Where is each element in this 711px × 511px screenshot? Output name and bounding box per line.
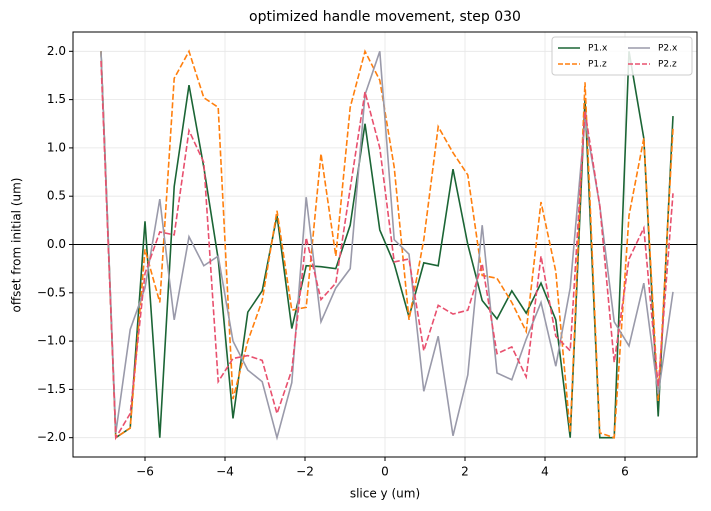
x-axis-label: slice y (um) xyxy=(350,487,420,501)
x-tick-label: 0 xyxy=(381,465,389,479)
plot-frame xyxy=(72,31,698,458)
y-axis-label: offset from initial (um) xyxy=(10,178,24,313)
series-line xyxy=(100,51,674,441)
y-tick-label: −0.5 xyxy=(37,285,66,299)
y-tick-label: 1.5 xyxy=(47,92,66,106)
legend: P1.x P1.z P2.x P2.z xyxy=(551,36,693,76)
y-tick-label: 0.5 xyxy=(47,189,66,203)
x-tick-label: −4 xyxy=(216,465,234,479)
x-tick-label: −2 xyxy=(296,465,314,479)
legend-label: P2.x xyxy=(658,44,678,54)
x-tick-label: 2 xyxy=(461,465,469,479)
x-tick-label: 4 xyxy=(541,465,549,479)
y-tick-label: 1.0 xyxy=(47,140,66,154)
y-tick-label: −1.0 xyxy=(37,334,66,348)
legend-label: P1.x xyxy=(588,44,608,54)
x-tick-label: 6 xyxy=(621,465,629,479)
y-tick-label: 0.0 xyxy=(47,237,66,251)
legend-label: P2.z xyxy=(658,60,677,70)
series-line xyxy=(100,49,674,440)
y-tick-label: 2.0 xyxy=(47,44,66,58)
legend-box xyxy=(551,36,693,76)
series-line xyxy=(100,60,674,441)
chart-title: optimized handle movement, step 030 xyxy=(249,9,521,25)
legend-label: P1.z xyxy=(588,60,607,70)
y-tick-label: −2.0 xyxy=(37,430,66,444)
x-tick-label: −6 xyxy=(136,465,154,479)
y-tick-label: −1.5 xyxy=(37,382,66,396)
